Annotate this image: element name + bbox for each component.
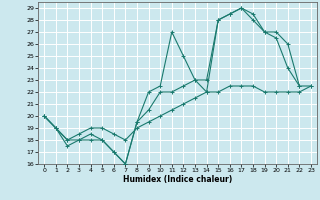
X-axis label: Humidex (Indice chaleur): Humidex (Indice chaleur) [123, 175, 232, 184]
